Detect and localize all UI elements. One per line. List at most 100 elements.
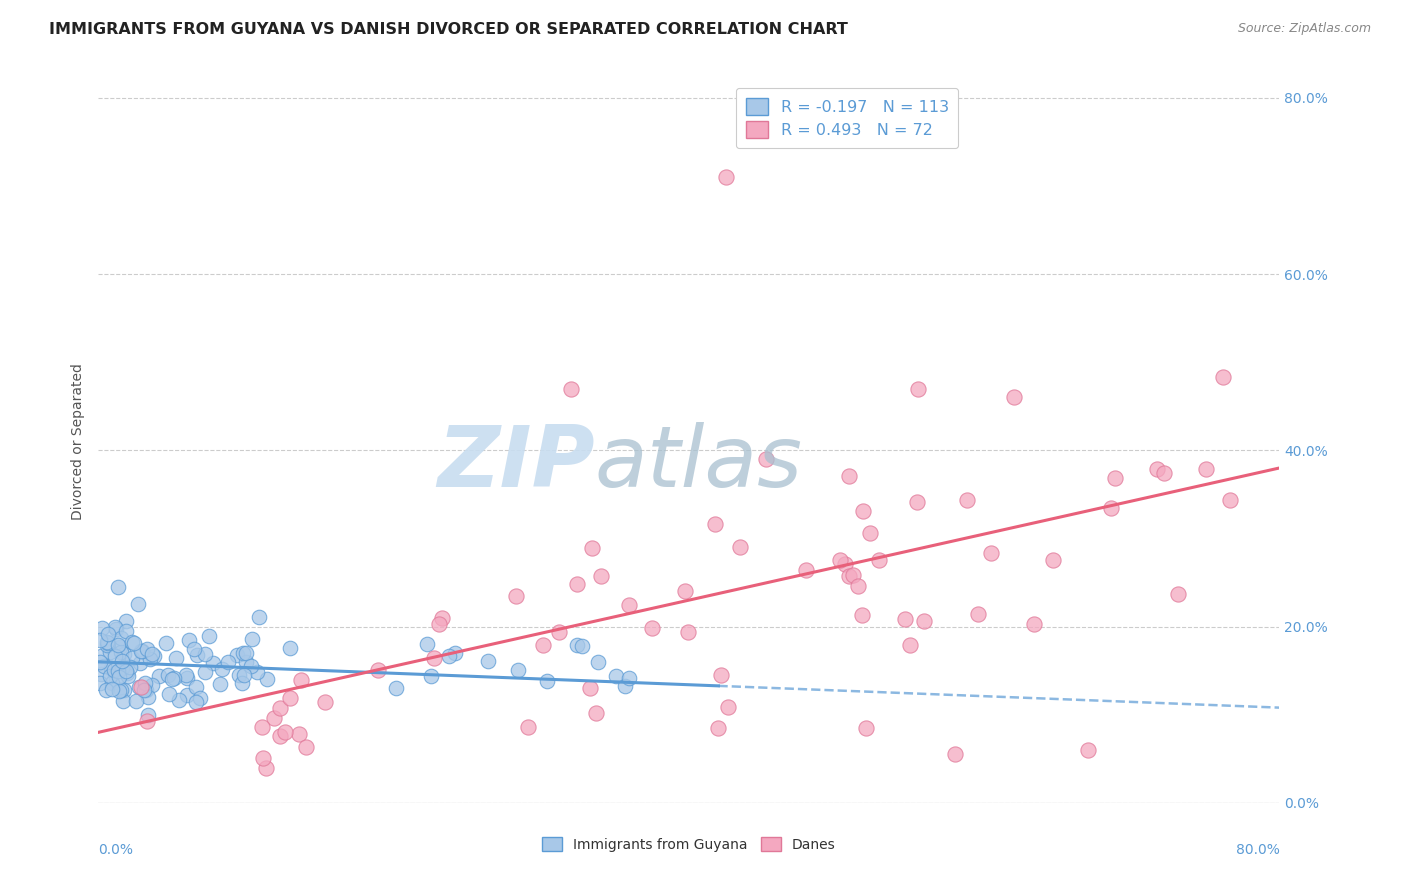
Point [1099,500,1122,515]
Point [136,714,159,728]
Point [548,625,571,640]
Point [830,553,852,567]
Y-axis label: Divorced or Separated: Divorced or Separated [70,363,84,520]
Point [176,671,198,685]
Point [96,639,118,653]
Point [581,541,603,556]
Point [107,665,129,679]
Point [640,621,662,635]
Point [274,724,297,739]
Point [183,641,205,656]
Point [288,727,311,741]
Point [162,671,184,685]
Point [678,624,700,639]
Point [90,648,112,663]
Point [134,676,156,690]
Point [846,579,869,593]
Point [565,638,588,652]
Point [101,681,124,696]
Point [157,688,180,702]
Point [263,711,285,725]
Point [794,563,817,577]
Point [97,627,120,641]
Point [111,654,134,668]
Point [114,664,136,678]
Point [107,638,129,652]
Point [240,658,263,673]
Point [112,694,135,708]
Point [184,695,207,709]
Point [235,646,257,660]
Text: 80.0%: 80.0% [1236,843,1279,856]
Point [115,666,138,681]
Text: ZIP: ZIP [437,422,595,505]
Point [96,634,118,648]
Point [437,648,460,663]
Point [108,669,131,683]
Point [898,639,921,653]
Point [233,667,256,681]
Point [124,694,146,708]
Point [167,693,190,707]
Point [194,647,217,661]
Point [254,760,277,774]
Point [118,660,141,674]
Point [1219,493,1241,508]
Point [1002,391,1025,405]
Point [416,637,439,651]
Point [956,492,979,507]
Point [188,690,211,705]
Point [912,614,935,628]
Point [589,568,612,582]
Point [217,655,239,669]
Point [94,682,117,697]
Point [252,750,274,764]
Point [129,656,152,670]
Point [141,647,163,661]
Point [1167,586,1189,600]
Point [136,641,159,656]
Point [155,635,177,649]
Point [269,729,291,743]
Point [104,622,127,636]
Point [506,663,529,677]
Point [115,624,138,638]
Point [1153,466,1175,480]
Point [531,638,554,652]
Point [430,611,453,625]
Point [97,636,120,650]
Point [112,648,135,662]
Point [907,495,929,509]
Point [157,668,180,682]
Point [1042,553,1064,567]
Point [165,651,187,665]
Text: atlas: atlas [595,422,803,505]
Point [1077,743,1099,757]
Point [108,640,131,655]
Point [174,668,197,682]
Point [256,672,278,686]
Point [834,558,856,572]
Point [588,655,610,669]
Point [967,607,990,621]
Point [367,663,389,677]
Point [707,721,730,735]
Legend: Immigrants from Guyana, Danes: Immigrants from Guyana, Danes [537,831,841,857]
Point [107,684,129,698]
Point [198,629,221,643]
Point [121,635,143,649]
Point [132,683,155,698]
Point [894,612,917,626]
Point [907,382,929,396]
Point [110,645,132,659]
Point [838,469,860,483]
Point [100,661,122,675]
Point [605,669,627,683]
Point [560,382,582,396]
Point [1022,616,1045,631]
Point [121,651,143,665]
Point [111,660,134,674]
Point [136,708,159,723]
Point [613,679,636,693]
Point [194,665,217,679]
